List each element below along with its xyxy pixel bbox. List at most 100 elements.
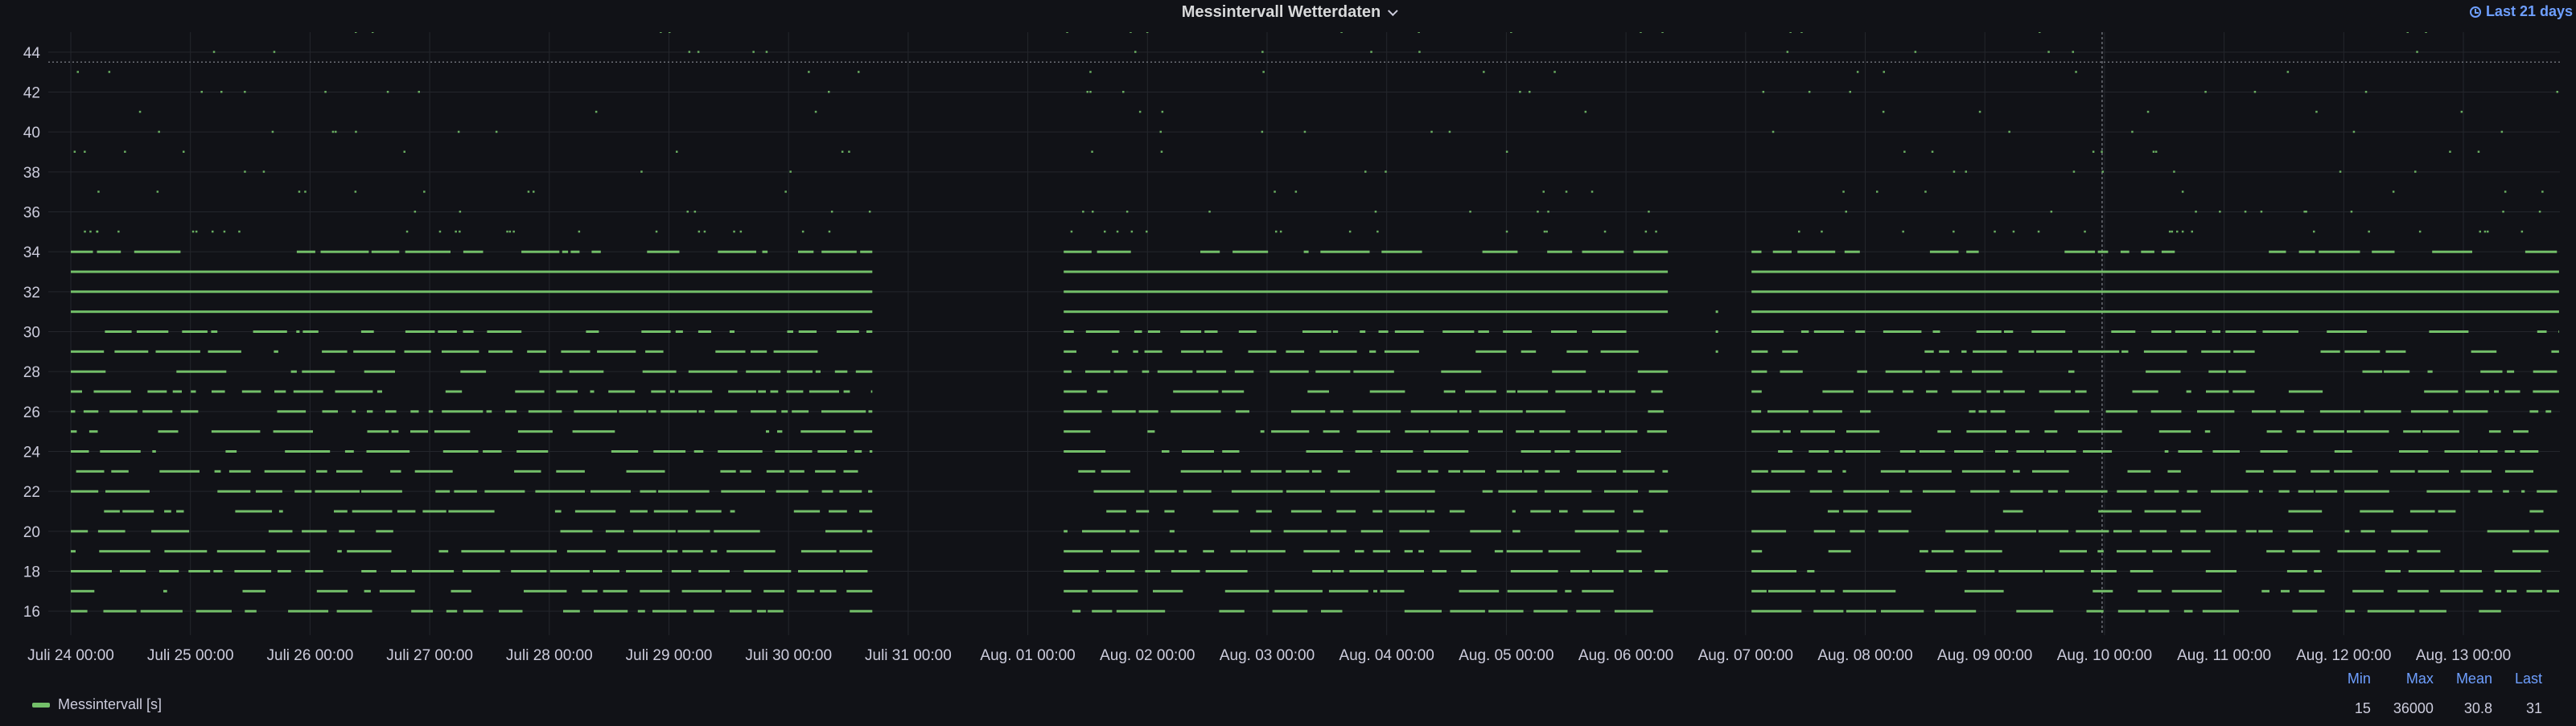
data-point [2460,470,2492,473]
data-point [1751,350,1768,353]
data-point [223,230,226,233]
data-point [2016,450,2045,453]
data-point [1279,230,1282,233]
data-point [2337,550,2376,553]
data-point [331,130,335,133]
data-point [766,430,770,433]
data-point [2197,410,2235,413]
x-tick-label: Aug. 12 00:00 [2296,647,2391,664]
data-point [1524,470,1539,473]
data-point [1247,550,1286,553]
stats-header-min[interactable]: Min [2347,671,2371,687]
data-point [255,490,282,493]
data-point [211,330,218,333]
data-point [434,430,471,433]
data-point [1973,350,2007,353]
data-point [2479,609,2501,613]
data-point [868,490,873,493]
data-point [1592,570,1624,572]
panel-title[interactable]: Messintervall Wetterdaten [0,3,2576,22]
data-point [176,370,227,373]
data-point [414,470,453,473]
data-point [405,330,435,333]
data-point [2478,490,2492,493]
data-point [1505,150,1508,153]
stats-header-mean[interactable]: Mean [2455,671,2492,687]
data-point [1374,211,1377,213]
data-point [1498,490,1537,493]
data-point [71,450,89,453]
data-point [438,330,457,333]
data-point [1600,350,1639,353]
time-range-label[interactable]: Last 21 days [2485,3,2573,19]
data-point [355,32,357,33]
data-point [1443,390,1455,393]
data-point [367,410,373,413]
data-point [1145,570,1161,572]
data-point [71,370,106,373]
data-point [1924,191,1927,193]
data-point [391,570,406,572]
data-point [2208,370,2226,373]
data-point [499,609,523,613]
data-point [2362,370,2383,373]
data-point [1089,71,1092,73]
data-point [756,609,767,613]
data-point [533,191,535,193]
data-point [2036,350,2072,353]
data-point [71,609,88,613]
data-point [1104,230,1106,233]
data-point [2152,550,2172,553]
data-point [1212,510,1239,513]
data-point [2444,450,2479,453]
data-point [2161,250,2175,253]
data-point [134,250,181,253]
data-point [158,130,160,133]
chevron-down-icon[interactable] [1388,6,1398,17]
data-point [104,510,120,513]
data-point [367,430,389,433]
time-range-picker[interactable]: Last 21 days [2469,3,2573,20]
data-point [633,530,676,533]
data-point [789,470,804,473]
data-point [714,530,760,533]
data-point [676,150,678,153]
data-point [2344,350,2381,353]
data-point [316,589,348,593]
data-point [608,390,636,393]
data-point [1986,390,2001,393]
data-point [360,330,374,333]
data-point [1133,350,1138,353]
legend[interactable]: Messintervall [s] [32,696,162,713]
stats-header-max[interactable]: Max [2405,671,2434,687]
data-point [71,530,88,533]
data-point [459,211,462,213]
data-point [2173,170,2175,173]
legend-series-name[interactable]: Messintervall [s] [58,696,163,712]
data-point [2232,390,2255,393]
data-point [1751,550,1763,553]
data-point [798,250,814,253]
data-point [2288,510,2323,513]
data-point [1320,250,1370,253]
data-point [2410,410,2449,413]
data-point [2414,170,2417,173]
data-point [1551,330,1577,333]
data-point [122,510,154,513]
data-point [2479,230,2481,233]
panel-title-text[interactable]: Messintervall Wetterdaten [1181,3,1381,21]
data-point [414,211,417,213]
data-point [334,510,348,513]
stats-header-last[interactable]: Last [2514,671,2542,687]
data-point [1364,170,1367,173]
data-point [364,370,395,373]
data-point [159,470,200,473]
stats-value-max: 36000 [2393,700,2434,716]
data-point [2092,150,2095,153]
data-point [1385,170,1387,173]
y-tick-label: 38 [23,165,40,182]
data-point [671,570,692,572]
data-point [2372,250,2395,253]
data-point [463,250,484,253]
